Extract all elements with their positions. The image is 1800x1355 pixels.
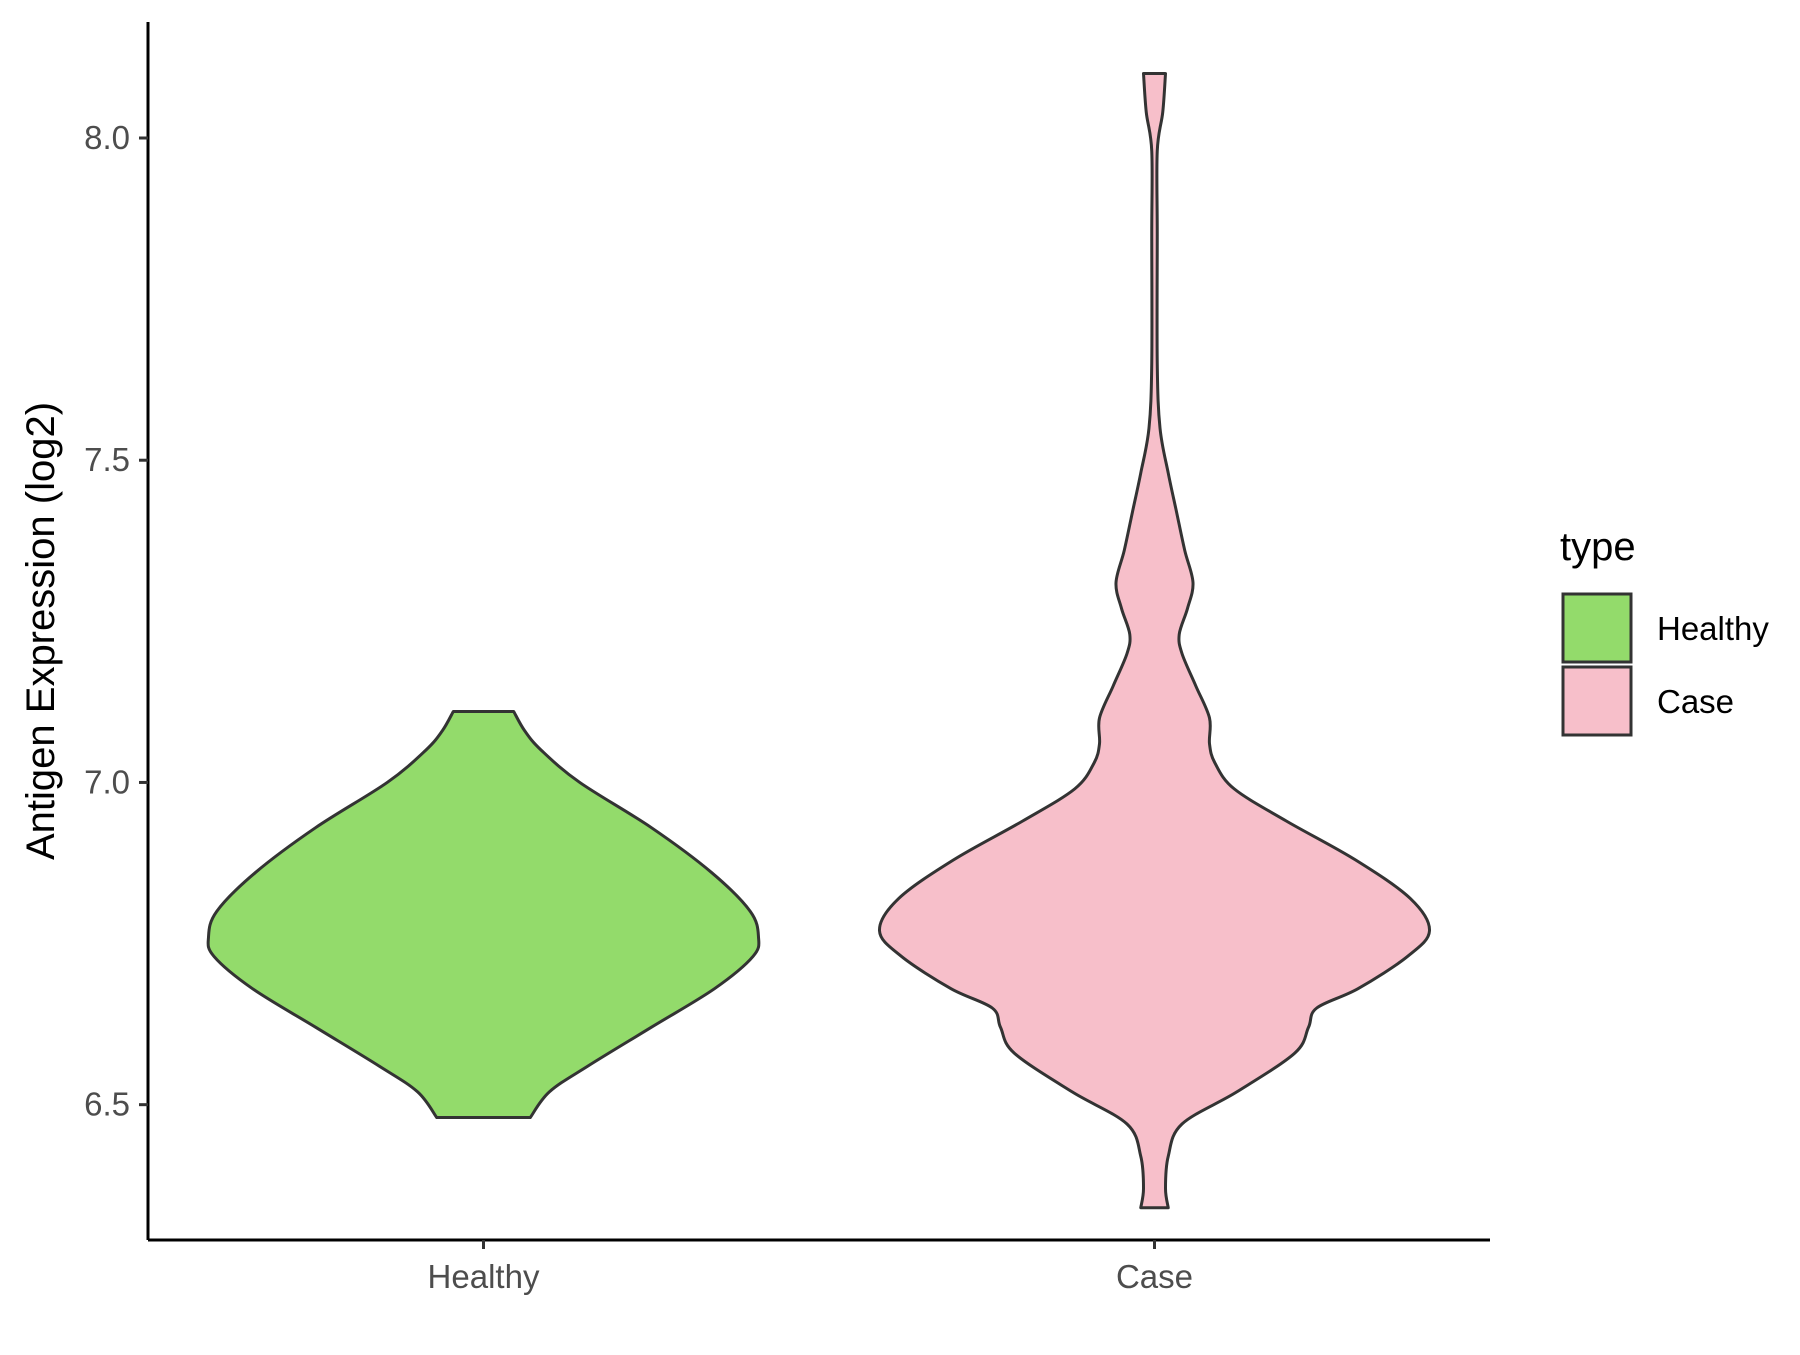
- legend-label-healthy: Healthy: [1657, 610, 1769, 647]
- x-axis-ticks: Healthy Case: [428, 1240, 1193, 1295]
- x-tick-label: Case: [1116, 1258, 1193, 1295]
- violin-healthy: [206, 710, 761, 1120]
- x-tick-label: Healthy: [428, 1258, 540, 1295]
- y-tick-label: 8.0: [84, 119, 130, 156]
- y-tick-label: 7.5: [84, 441, 130, 478]
- y-axis-ticks: 6.5 7.0 7.5 8.0: [84, 119, 148, 1123]
- legend-swatch-healthy: [1561, 592, 1633, 664]
- legend-swatch-case: [1561, 665, 1633, 737]
- legend-label-case: Case: [1657, 683, 1734, 720]
- y-tick-label: 6.5: [84, 1086, 130, 1123]
- legend-items: Healthy Case: [1561, 592, 1769, 737]
- violin-case: [878, 72, 1431, 1210]
- axes: 6.5 7.0 7.5 8.0 Healthy Case: [84, 22, 1490, 1295]
- y-tick-label: 7.0: [84, 763, 130, 800]
- violin-layer: [206, 72, 1431, 1210]
- legend: type Healthy Case: [1560, 525, 1769, 737]
- legend-title: type: [1560, 525, 1636, 569]
- y-axis-title: Antigen Expression (log2): [19, 402, 63, 860]
